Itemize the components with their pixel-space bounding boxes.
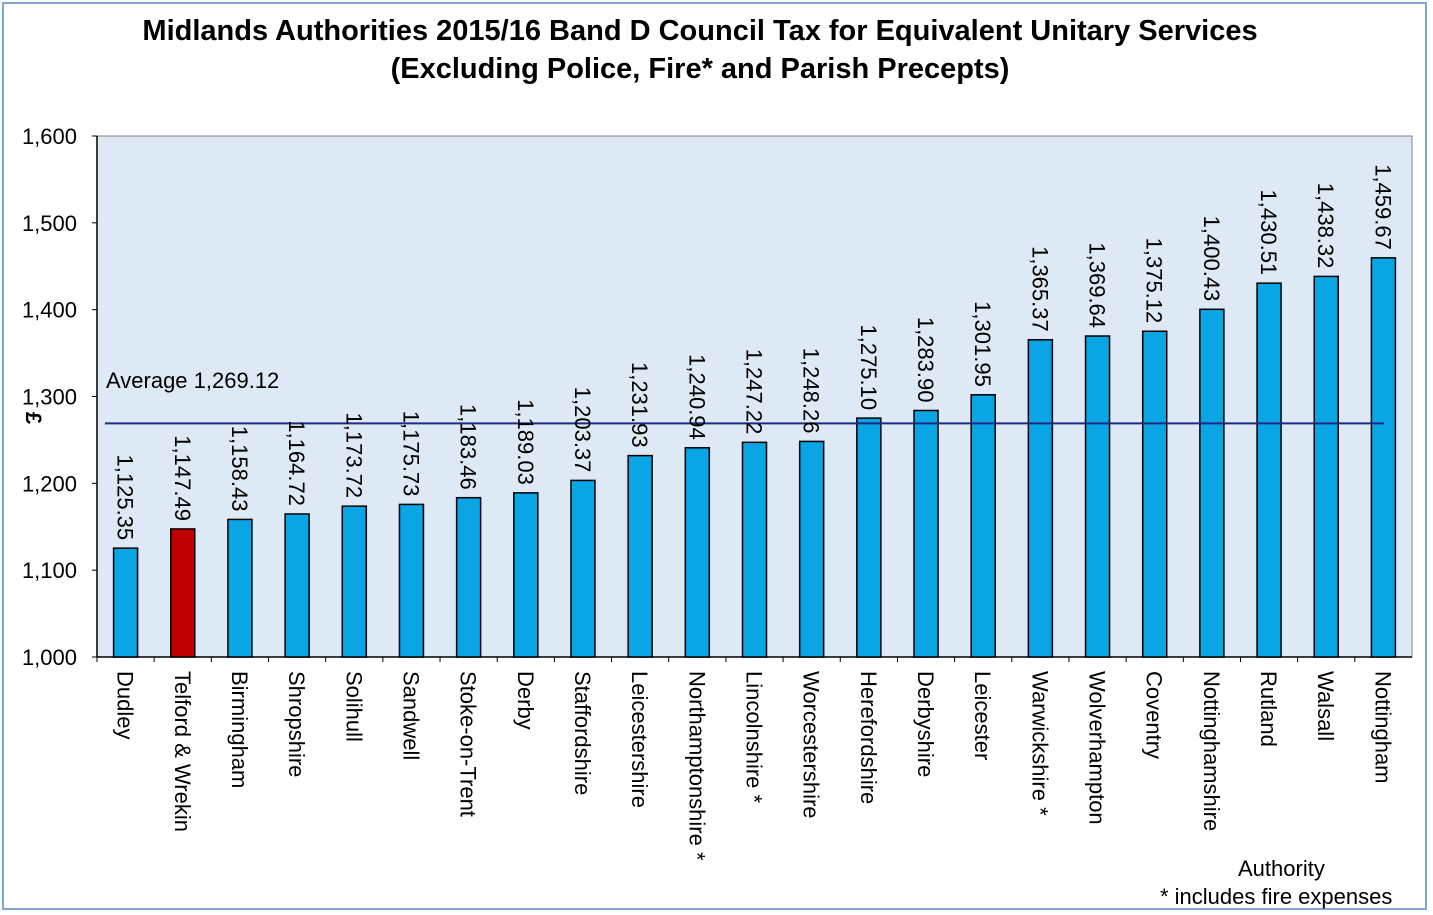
x-axis-label: Authority bbox=[1238, 856, 1325, 881]
category-label: Walsall bbox=[1313, 671, 1338, 741]
category-label: Leicester bbox=[970, 671, 995, 760]
category-label: Telford & Wrekin bbox=[170, 671, 195, 832]
category-label: Derbyshire bbox=[913, 671, 938, 777]
category-label: Sandwell bbox=[398, 671, 423, 760]
y-axis: 1,000 1,100 1,200 1,300 1,400 1,500 1,600 bbox=[22, 124, 1412, 670]
category-label: Leicestershire bbox=[627, 671, 652, 808]
data-label: 1,365.37 bbox=[1027, 246, 1052, 332]
category-label: Solihull bbox=[341, 671, 366, 742]
category-label: Herefordshire bbox=[856, 671, 881, 804]
data-label: 1,459.67 bbox=[1370, 164, 1395, 250]
bar bbox=[1027, 338, 1054, 658]
data-label: 1,240.94 bbox=[684, 354, 709, 440]
category-label: Rutland bbox=[1256, 671, 1281, 747]
data-labels: 1,125.35 1,147.49 1,158.43 1,164.72 1,173.72… bbox=[113, 164, 1396, 540]
category-label: Lincolnshire * bbox=[742, 671, 767, 804]
data-label: 1,158.43 bbox=[227, 426, 252, 512]
y-tick-label: 1,000 bbox=[22, 645, 77, 670]
bar bbox=[684, 447, 711, 658]
bar bbox=[1370, 257, 1397, 658]
data-label: 1,375.12 bbox=[1142, 238, 1167, 324]
data-label: 1,147.49 bbox=[170, 435, 195, 521]
category-label: Dudley bbox=[113, 671, 138, 739]
bar bbox=[455, 496, 482, 658]
bar bbox=[913, 409, 939, 658]
bar bbox=[170, 528, 196, 658]
category-label: Warwickshire * bbox=[1027, 671, 1052, 816]
bar bbox=[627, 454, 653, 658]
bar bbox=[570, 479, 596, 658]
chart-subtitle: (Excluding Police, Fire* and Parish Prec… bbox=[390, 53, 1010, 85]
bar bbox=[970, 394, 996, 658]
category-label: Wolverhampton bbox=[1085, 671, 1110, 825]
y-tick-label: 1,200 bbox=[22, 471, 77, 496]
chart-title-main: Midlands Authorities 2015/16 Band D Coun… bbox=[142, 15, 1258, 47]
bar bbox=[341, 505, 368, 658]
data-label: 1,283.90 bbox=[913, 317, 938, 403]
category-label: Derby bbox=[513, 671, 538, 730]
bar bbox=[398, 503, 425, 658]
bar bbox=[856, 417, 882, 658]
bars bbox=[112, 257, 1397, 658]
bar bbox=[798, 440, 825, 658]
average-label: Average 1,269.12 bbox=[106, 368, 279, 393]
bar bbox=[1141, 330, 1168, 658]
data-label: 1,175.73 bbox=[398, 411, 423, 497]
category-label: Shropshire bbox=[284, 671, 309, 777]
data-label: 1,301.95 bbox=[970, 301, 995, 387]
bar bbox=[1256, 282, 1282, 658]
data-label: 1,369.64 bbox=[1085, 242, 1110, 328]
bar bbox=[513, 492, 539, 658]
data-label: 1,438.32 bbox=[1313, 183, 1338, 269]
bar bbox=[227, 518, 253, 658]
category-label: Nottingham bbox=[1370, 671, 1395, 784]
x-axis-categories: Dudley Telford & Wrekin Birmingham Shropshi… bbox=[96, 657, 1395, 861]
footnote: * includes fire expenses bbox=[1160, 884, 1392, 909]
bar bbox=[1084, 335, 1111, 658]
category-label: Coventry bbox=[1142, 671, 1167, 759]
data-label: 1,164.72 bbox=[284, 420, 309, 506]
bar bbox=[1199, 308, 1225, 658]
category-label: Staffordshire bbox=[570, 671, 595, 795]
y-axis-label: £ bbox=[21, 412, 46, 425]
category-label: Worcestershire bbox=[799, 671, 824, 819]
data-label: 1,400.43 bbox=[1199, 216, 1224, 302]
chart-title: Midlands Authorities 2015/16 Band D Coun… bbox=[100, 12, 1300, 88]
category-label: Nottinghamshire bbox=[1199, 671, 1224, 831]
data-label: 1,183.46 bbox=[456, 404, 481, 490]
y-tick-label: 1,100 bbox=[22, 558, 77, 583]
y-tick-label: 1,400 bbox=[22, 298, 77, 323]
y-tick-label: 1,600 bbox=[22, 124, 77, 149]
data-label: 1,247.22 bbox=[742, 349, 767, 435]
data-label: 1,125.35 bbox=[113, 455, 138, 541]
data-label: 1,189.03 bbox=[513, 399, 538, 485]
category-label: Northamptonshire * bbox=[684, 671, 709, 861]
bar bbox=[741, 441, 768, 658]
y-tick-label: 1,300 bbox=[22, 385, 77, 410]
category-label: Stoke-on-Trent bbox=[456, 671, 481, 817]
bar bbox=[284, 513, 310, 658]
bar bbox=[1313, 275, 1339, 658]
data-label: 1,430.51 bbox=[1256, 190, 1281, 276]
data-label: 1,248.26 bbox=[799, 348, 824, 434]
data-label: 1,173.72 bbox=[341, 413, 366, 499]
data-label: 1,231.93 bbox=[627, 362, 652, 448]
data-label: 1,275.10 bbox=[856, 324, 881, 410]
category-label: Birmingham bbox=[227, 671, 252, 788]
data-label: 1,203.37 bbox=[570, 387, 595, 473]
bar bbox=[112, 547, 139, 658]
y-tick-label: 1,500 bbox=[22, 211, 77, 236]
